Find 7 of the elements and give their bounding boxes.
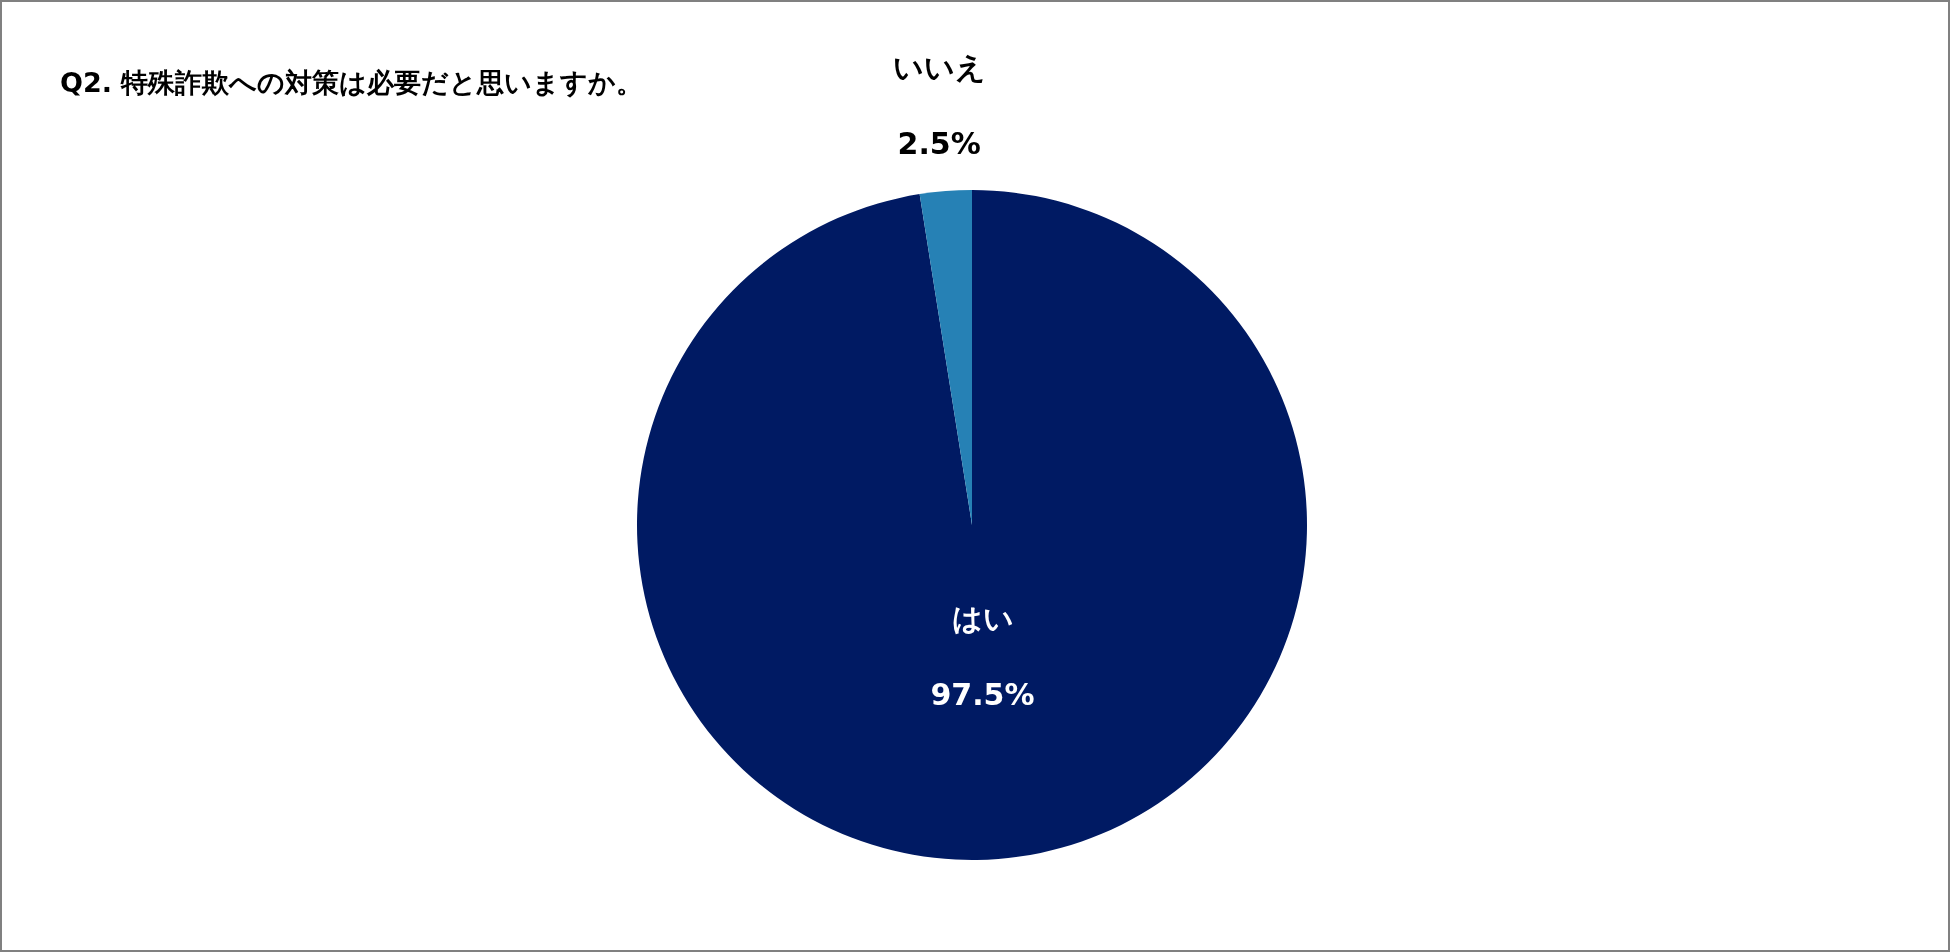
data-label: 97.5% [930, 677, 1035, 713]
slice-label: いいえ [892, 50, 986, 86]
pie-slice [919, 190, 972, 525]
data-label: 2.5% [897, 126, 981, 162]
pie-slice [637, 190, 1307, 860]
text: Q2. 特殊詐欺への対策は必要だと思いますか。 [60, 66, 644, 98]
slice-label: はい [951, 601, 1014, 637]
